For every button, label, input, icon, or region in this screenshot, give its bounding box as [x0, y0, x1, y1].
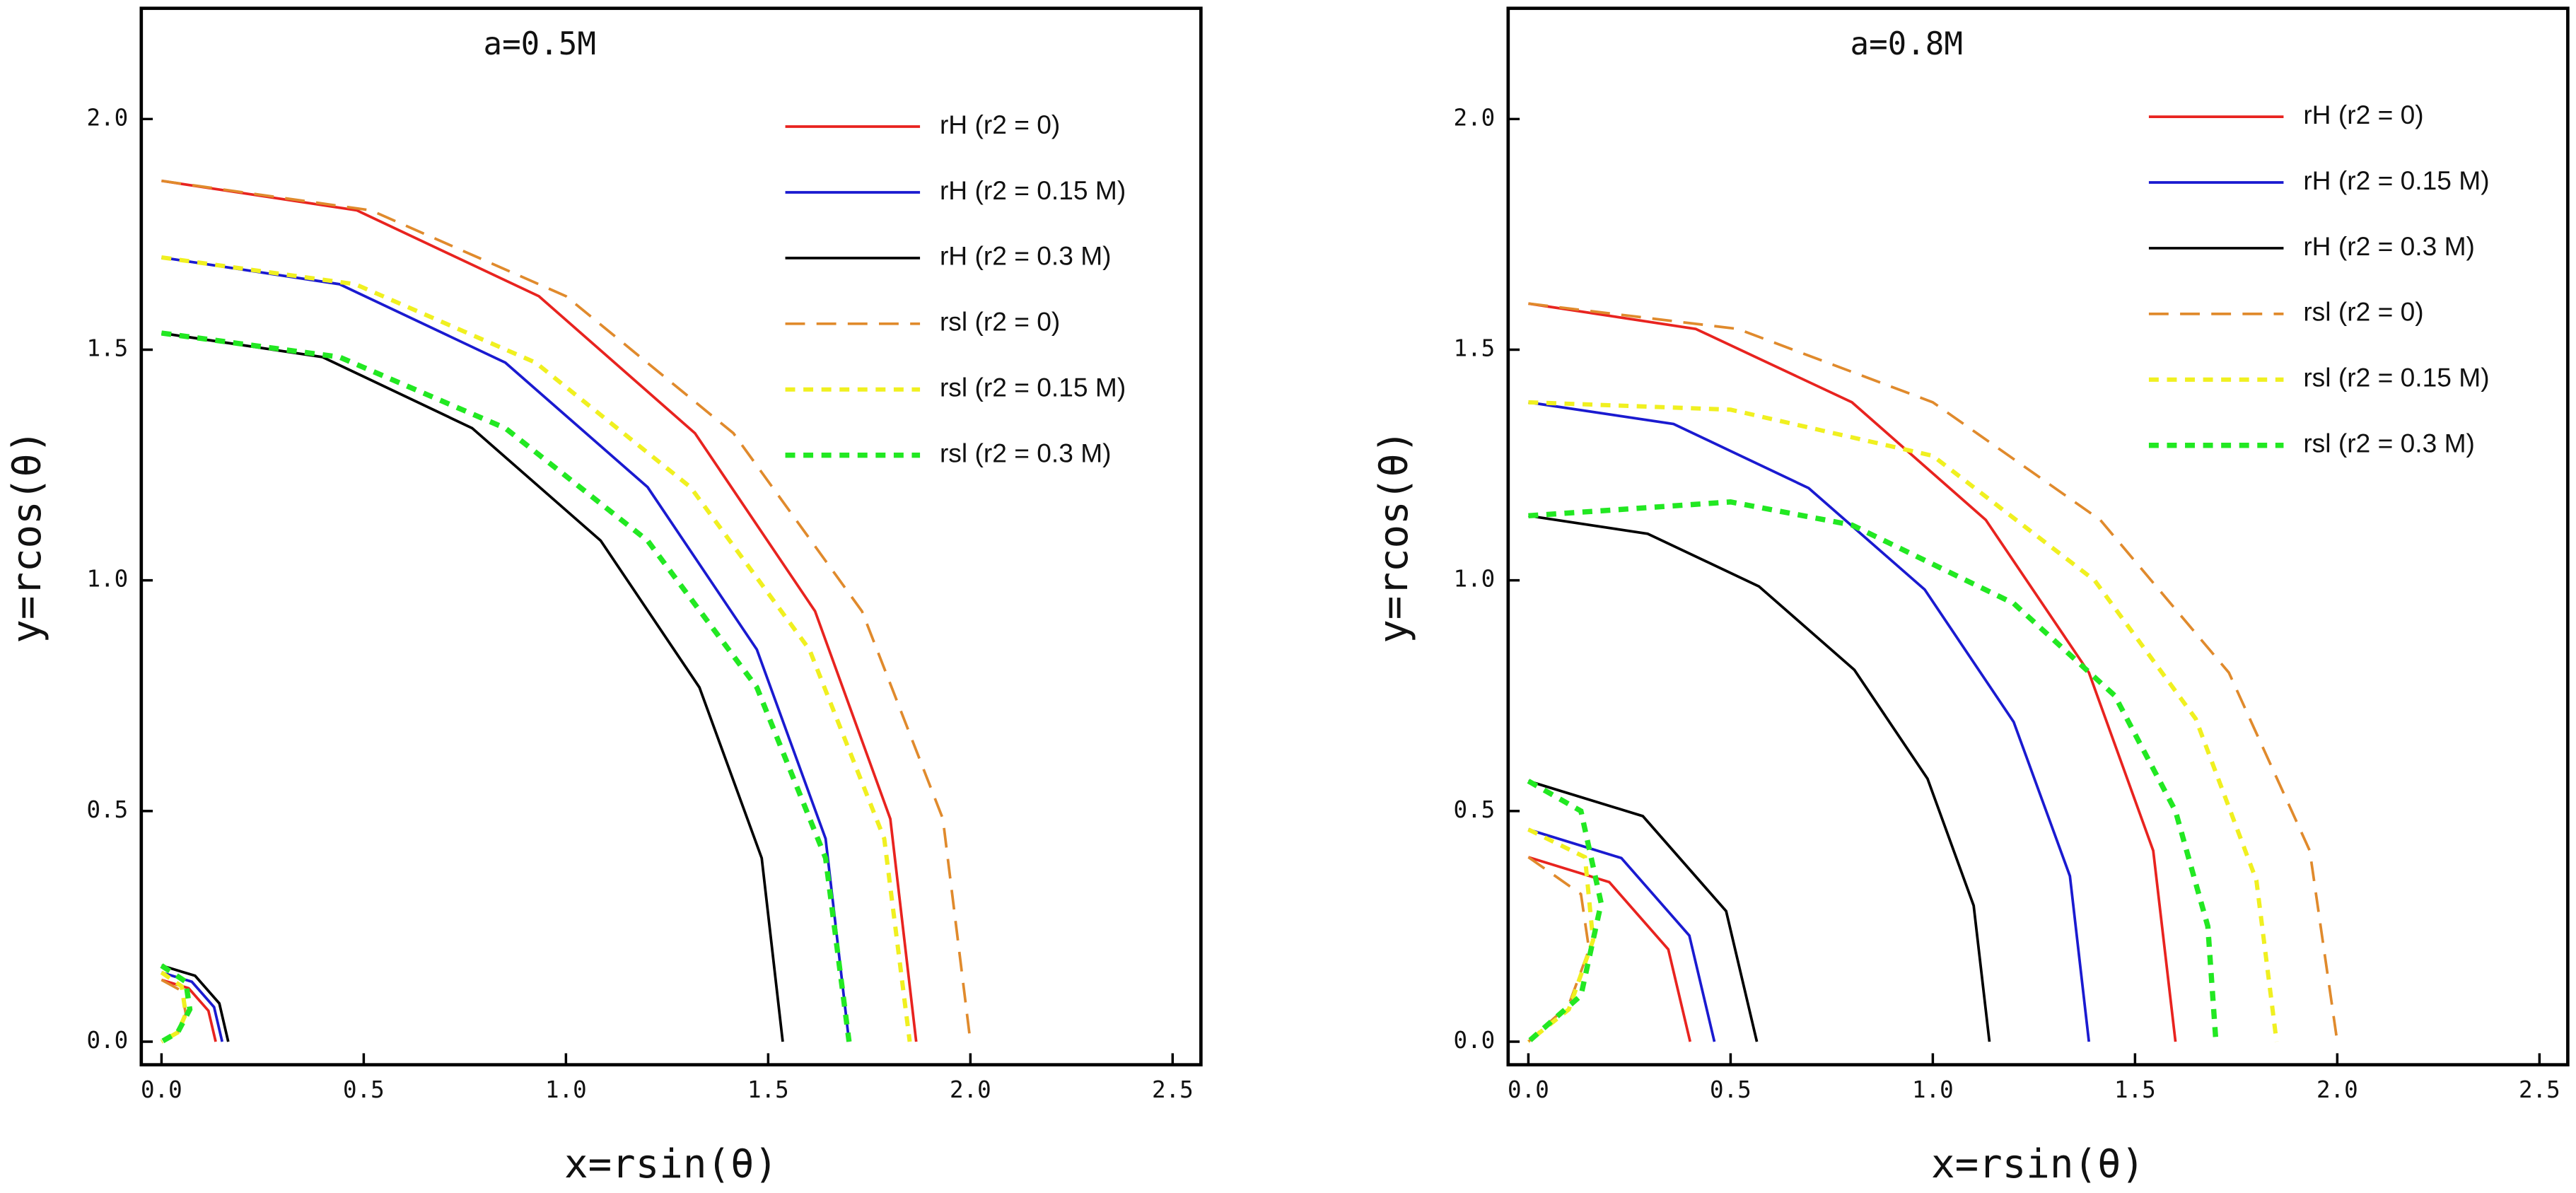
series-line	[160, 330, 852, 1044]
x-tick-label: 2.5	[2519, 1076, 2560, 1103]
panel-title: a=0.8M	[1851, 26, 1963, 62]
y-axis-label: y=rcos(θ)	[4, 430, 50, 644]
series-line	[161, 179, 918, 1042]
y-tick-label: 2.0	[1454, 104, 1496, 131]
series-line	[161, 332, 784, 1042]
series-line	[1527, 302, 2177, 1042]
legend-label: rH (r2 = 0)	[940, 110, 1060, 139]
x-tick-label: 0.0	[1508, 1076, 1549, 1103]
legend-label: rH (r2 = 0.3 M)	[2303, 231, 2475, 261]
x-tick-label: 1.5	[2114, 1076, 2156, 1103]
series-line	[1527, 401, 2091, 1042]
x-tick-label: 1.0	[1912, 1076, 1954, 1103]
series-line	[1526, 499, 2219, 1044]
plot-frame	[139, 6, 1203, 1066]
x-tick-label: 0.5	[343, 1076, 385, 1103]
legend-label: rsl (r2 = 0)	[940, 307, 1060, 337]
legend-label: rH (r2 = 0.3 M)	[940, 241, 1112, 271]
legend-label: rH (r2 = 0.15 M)	[2303, 165, 2489, 195]
y-tick-label: 0.0	[1454, 1027, 1496, 1054]
legend-label: rH (r2 = 0)	[2303, 100, 2423, 129]
series-line	[1527, 400, 2279, 1044]
y-axis-label: y=rcos(θ)	[1371, 430, 1417, 644]
y-tick-label: 0.5	[1454, 796, 1496, 823]
y-tick-label: 1.0	[1454, 566, 1496, 593]
y-tick-label: 1.0	[86, 566, 128, 593]
legend-label: rsl (r2 = 0.15 M)	[2303, 363, 2489, 392]
x-tick-label: 1.5	[747, 1076, 789, 1103]
x-tick-label: 2.0	[950, 1076, 991, 1103]
legend-label: rsl (r2 = 0.15 M)	[940, 373, 1126, 402]
series-line	[161, 179, 972, 1043]
plot-frame	[1506, 6, 2570, 1066]
legend-label: rsl (r2 = 0.3 M)	[2303, 429, 2475, 458]
y-tick-label: 1.5	[86, 334, 128, 361]
legend-label: rH (r2 = 0.15 M)	[940, 175, 1126, 205]
series-line	[160, 255, 912, 1044]
y-tick-label: 0.5	[86, 796, 128, 823]
x-axis-label: x=rsin(θ)	[564, 1141, 778, 1187]
series-line	[161, 256, 851, 1042]
x-tick-label: 0.0	[141, 1076, 182, 1103]
y-tick-label: 1.5	[1454, 334, 1496, 361]
x-tick-label: 0.5	[1710, 1076, 1752, 1103]
legend-label: rsl (r2 = 0)	[2303, 297, 2423, 327]
panel-title: a=0.5M	[484, 26, 596, 62]
legend-label: rsl (r2 = 0.3 M)	[940, 438, 1112, 468]
y-tick-label: 2.0	[86, 104, 128, 131]
x-tick-label: 2.0	[2316, 1076, 2358, 1103]
y-tick-label: 0.0	[86, 1027, 128, 1054]
x-tick-label: 2.5	[1152, 1076, 1194, 1103]
series-line	[1527, 302, 2339, 1043]
x-axis-label: x=rsin(θ)	[1931, 1141, 2145, 1187]
x-tick-label: 1.0	[545, 1076, 587, 1103]
series-line	[1527, 514, 1991, 1042]
